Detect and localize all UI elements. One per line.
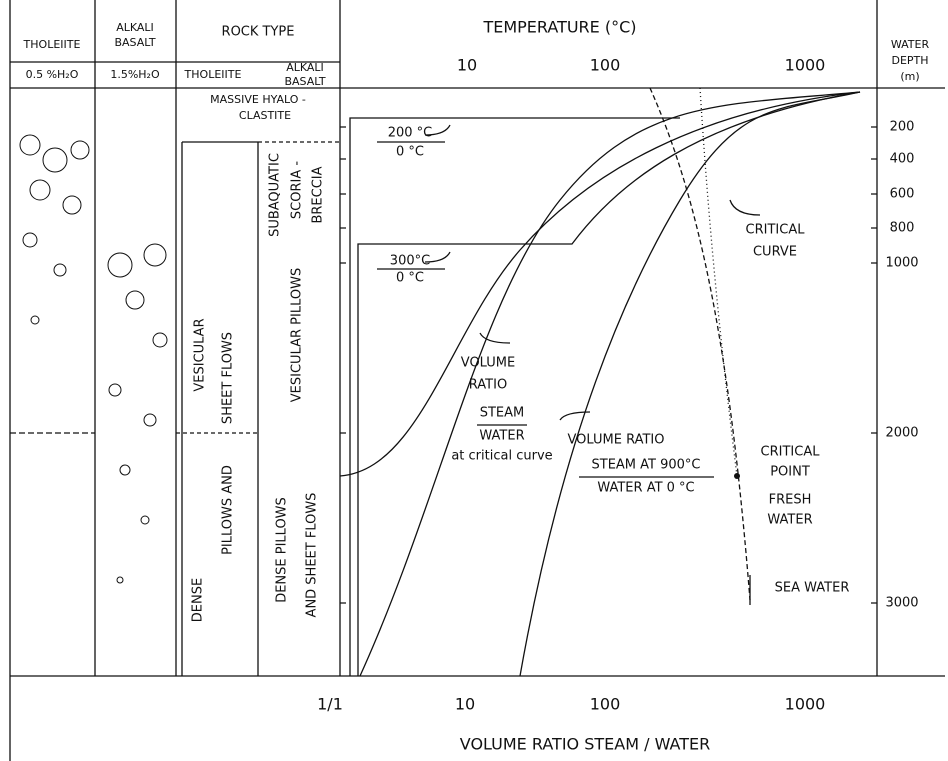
annotation: WATER: [479, 429, 524, 444]
annotation: WATER AT 0 °C: [597, 481, 694, 496]
annotation: SEA WATER: [775, 581, 850, 596]
bottom-tick-label: 100: [590, 695, 621, 714]
curves: [339, 87, 861, 677]
annotation: CURVE: [753, 245, 797, 260]
rock-label: AND SHEET FLOWS: [305, 493, 320, 618]
annotation: VOLUME RATIO: [568, 433, 665, 448]
header-label: BASALT: [114, 36, 155, 49]
header-label: DEPTH: [891, 54, 928, 67]
depth-tick-label: 3000: [885, 596, 918, 611]
rock-label: VESICULAR PILLOWS: [290, 268, 305, 402]
rock-label: SCORIA -: [290, 161, 305, 219]
rock-label: MASSIVE HYALO -: [210, 93, 306, 106]
depth-tick-label: 800: [890, 221, 915, 236]
rock-label: VESICULAR: [193, 318, 208, 391]
depth-tick-label: 400: [890, 152, 915, 167]
depth-tick-label: 600: [890, 187, 915, 202]
rock-label: DENSE PILLOWS: [275, 497, 290, 603]
annotation: 300°C: [390, 254, 430, 269]
bottom-tick-label: 1/1: [317, 695, 343, 714]
bottom-tick-label: 10: [455, 695, 475, 714]
depth-tick-label: 200: [890, 120, 915, 135]
annotation: RATIO: [469, 378, 507, 393]
annotation: 200 °C: [388, 126, 433, 141]
axis-title: VOLUME RATIO STEAM / WATER: [460, 735, 710, 754]
annotation: STEAM AT 900°C: [592, 458, 701, 473]
header-label: 1.5%H₂O: [110, 68, 160, 81]
rock-pattern: [19, 134, 168, 584]
annotation: CRITICAL: [746, 223, 806, 238]
rock-label: CLASTITE: [239, 109, 291, 122]
axis-title: TEMPERATURE (°C): [482, 18, 636, 37]
annotation: 0 °C: [396, 271, 424, 286]
rock-label: BRECCIA: [311, 166, 326, 223]
header-label: ALKALI: [116, 21, 154, 34]
top-tick-label: 100: [590, 56, 621, 75]
annotation: WATER: [767, 513, 812, 528]
top-tick-label: 1000: [785, 56, 826, 75]
header-label: (m): [900, 70, 919, 83]
header-label: 0.5 %H₂O: [26, 68, 79, 81]
header-label: WATER: [891, 38, 930, 51]
annotation: POINT: [770, 465, 810, 480]
header-label: THOLEIITE: [184, 68, 242, 81]
header-label: ROCK TYPE: [222, 25, 295, 40]
rock-label: SUBAQUATIC: [268, 153, 283, 237]
annotation: VOLUME: [461, 356, 515, 371]
annotation: STEAM: [480, 406, 525, 421]
rock-label: SHEET FLOWS: [221, 332, 236, 424]
frame: [9, 0, 945, 761]
rock-label: PILLOWS AND: [221, 465, 236, 555]
annotation: FRESH: [769, 493, 812, 508]
annotation: 0 °C: [396, 145, 424, 160]
top-tick-label: 10: [457, 56, 477, 75]
axes-ticks: [340, 126, 877, 604]
header-label: ALKALI: [286, 61, 324, 74]
depth-tick-label: 2000: [885, 426, 918, 441]
bottom-tick-label: 1000: [785, 695, 826, 714]
annotation: CRITICAL: [761, 445, 821, 460]
depth-tick-label: 1000: [885, 256, 918, 271]
header-label: BASALT: [284, 75, 325, 88]
rock-label: DENSE: [191, 578, 206, 622]
annotation: at critical curve: [451, 449, 552, 464]
header-label: THOLEIITE: [23, 38, 81, 51]
